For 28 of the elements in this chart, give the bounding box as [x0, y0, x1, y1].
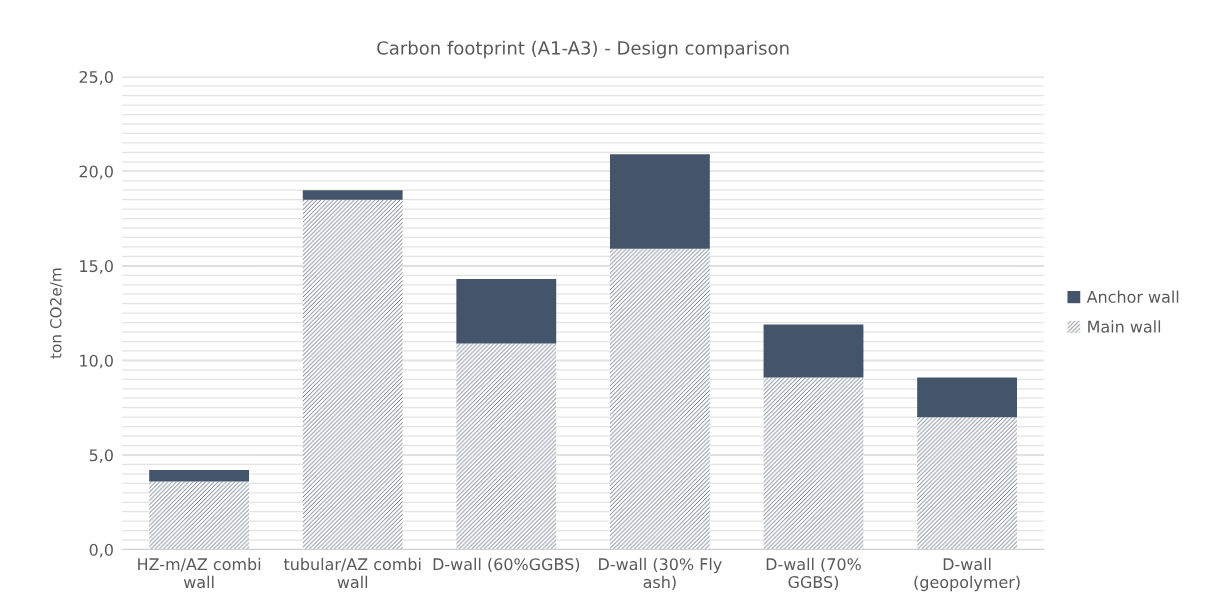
- legend-label: Anchor wall: [1086, 290, 1179, 303]
- y-tick-label: 10,0: [80, 354, 113, 369]
- bar: [302, 199, 403, 550]
- bar: [456, 279, 557, 344]
- y-tick-label: 15,0: [80, 260, 113, 274]
- x-tick-label: D-wall (70% GGBS): [766, 557, 861, 590]
- bar: [609, 154, 710, 249]
- chart-title: Carbon footprint (A1-A3) - Design comparison: [377, 40, 789, 59]
- x-tick-label: HZ-m/AZ combi wall: [138, 557, 261, 589]
- x-tick-label: tubular/AZ combi wall: [283, 557, 421, 589]
- x-tick-label: D-wall (geopolymer): [914, 557, 1020, 592]
- bar: [917, 377, 1017, 418]
- x-tick-label: D-wall (30% Fly ash): [599, 557, 722, 590]
- y-axis-title: ton CO2e/m: [50, 268, 63, 359]
- y-tick-label: 20,0: [79, 165, 113, 180]
- y-tick-label: 0,0: [89, 543, 113, 558]
- legend-label: Main wall: [1088, 320, 1161, 333]
- bar: [456, 343, 557, 550]
- bar: [302, 190, 403, 200]
- bar: [149, 470, 250, 482]
- y-tick-label: 25,0: [79, 70, 113, 85]
- bar: [763, 377, 864, 550]
- bar: [609, 248, 710, 550]
- x-tick-label: D-wall (60%GGBS): [433, 557, 580, 573]
- bar: [149, 481, 250, 550]
- bar: [917, 417, 1017, 550]
- y-tick-label: 5,0: [89, 449, 113, 463]
- bar: [763, 324, 864, 378]
